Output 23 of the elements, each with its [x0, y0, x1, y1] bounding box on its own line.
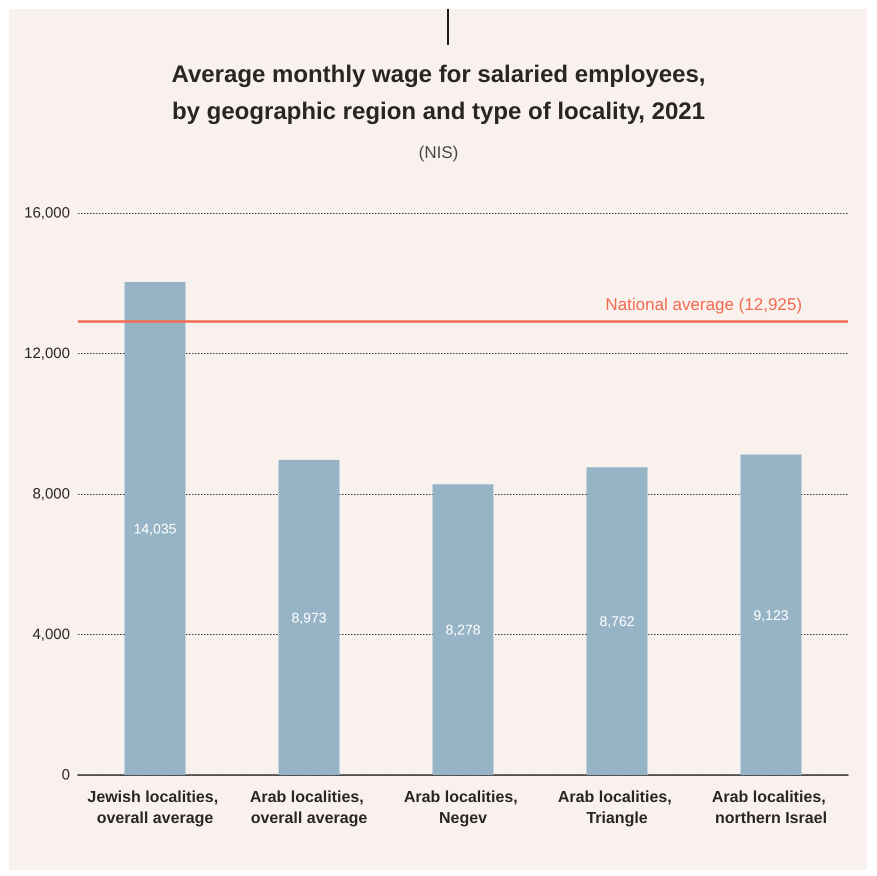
- chart-title: Average monthly wage for salaried employees, by geographic region and type of locality, 2021: [170, 60, 706, 127]
- x-tick-label: Arab localities, Triangle: [558, 789, 676, 827]
- y-tick-label: 4,000: [32, 626, 70, 643]
- x-tick-label: Jewish localities, overall average: [87, 789, 223, 827]
- data-label: 8,973: [291, 609, 327, 626]
- y-tick-label: 12,000: [24, 345, 70, 362]
- data-label: 8,762: [599, 613, 635, 630]
- x-tick-label: Arab localities, northern Israel: [712, 789, 830, 827]
- ref-line-label: National average (12,925): [605, 295, 802, 314]
- data-label: 14,035: [134, 520, 177, 537]
- x-tick-label: Arab localities, Negev: [404, 789, 522, 827]
- bar: [586, 467, 648, 775]
- chart-subtitle: (NIS): [418, 143, 458, 163]
- bar: [740, 454, 802, 775]
- bar: [278, 460, 340, 775]
- bar: [124, 282, 186, 775]
- bar: [432, 484, 494, 775]
- data-label: 8,278: [445, 622, 481, 638]
- y-tick-label: 16,000: [24, 204, 70, 222]
- y-tick-label: 0: [62, 766, 70, 784]
- x-tick-label: Arab localities, overall average: [250, 789, 368, 827]
- data-label: 9,123: [753, 606, 789, 623]
- y-tick-label: 8,000: [32, 486, 70, 502]
